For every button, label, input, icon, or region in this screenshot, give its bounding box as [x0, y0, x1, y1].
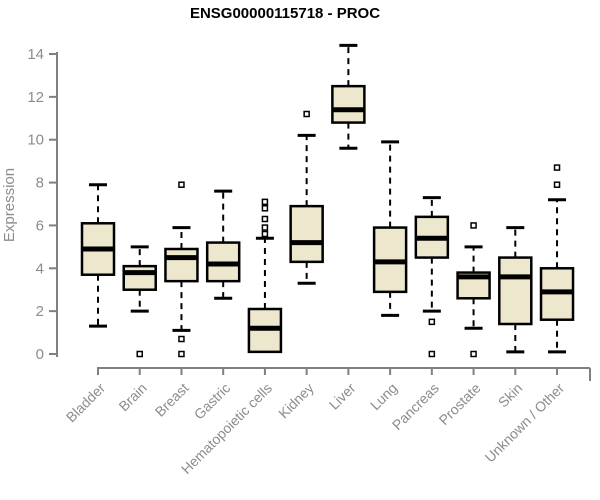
outlier-point: [136, 350, 143, 358]
x-tick-label: Bladder: [63, 380, 109, 426]
boxplot-kidney: [289, 110, 324, 285]
boxplot-hematopoietic-cells: [247, 198, 283, 354]
iqr-box: [289, 204, 324, 264]
boxplot-prostate: [456, 222, 491, 358]
y-tick-label: 0: [36, 346, 44, 363]
boxplot-breast: [164, 181, 199, 358]
outlier-point: [470, 350, 477, 358]
boxplot-skin: [498, 226, 533, 354]
boxplot-pancreas: [414, 196, 450, 358]
outlier-point: [261, 215, 269, 223]
boxplot-liver: [331, 43, 366, 150]
y-tick-label: 8: [36, 175, 44, 192]
x-tick-label: Prostate: [436, 380, 484, 428]
x-tick-label: Brain: [115, 380, 149, 414]
boxplot-bladder: [80, 183, 116, 328]
outlier-point: [303, 110, 310, 118]
x-tick-label: Breast: [152, 380, 192, 420]
y-tick-label: 2: [36, 303, 44, 320]
y-tick-label: 14: [27, 46, 44, 63]
boxplot-lung: [372, 140, 408, 317]
iqr-box: [498, 256, 533, 326]
y-tick-label: 12: [27, 89, 44, 106]
outlier-point: [553, 181, 561, 188]
outlier-point: [428, 318, 436, 326]
chart-title: ENSG00000115718 - PROC: [190, 5, 380, 22]
x-tick-label: Unknown / Other: [482, 380, 568, 466]
x-tick-label: Skin: [495, 380, 526, 411]
boxplot-brain: [122, 245, 157, 358]
y-tick-label: 4: [36, 260, 44, 277]
outlier-point: [178, 181, 185, 188]
outlier-point: [428, 350, 436, 358]
boxplot-gastric: [205, 189, 241, 300]
outlier-point: [261, 230, 269, 238]
outlier-point: [470, 222, 477, 229]
outlier-point: [261, 198, 269, 206]
outlier-point: [553, 164, 561, 171]
y-axis-label: Expression: [1, 168, 18, 242]
outlier-point: [261, 205, 269, 212]
x-tick-label: Lung: [367, 380, 400, 413]
x-tick-label: Liver: [326, 380, 359, 413]
x-tick-label: Kidney: [275, 380, 317, 422]
y-tick-label: 6: [36, 217, 44, 234]
boxplot-unknown-other: [539, 164, 575, 354]
iqr-box: [164, 247, 199, 283]
outlier-point: [178, 335, 185, 343]
iqr-box: [331, 84, 366, 124]
outlier-point: [261, 224, 269, 231]
outlier-point: [178, 350, 185, 358]
iqr-box: [122, 264, 157, 291]
y-tick-label: 10: [27, 132, 44, 149]
y-axis: 0 2 4 6 8 10 12 14 Expression: [1, 46, 58, 363]
